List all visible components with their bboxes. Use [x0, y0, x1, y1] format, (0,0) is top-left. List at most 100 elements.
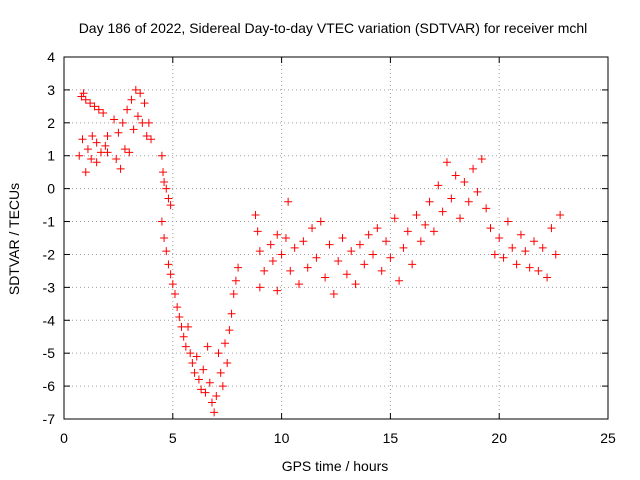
- data-point-0-121: [416, 237, 425, 246]
- data-point-0-150: [543, 273, 552, 282]
- data-point-0-94: [299, 237, 308, 246]
- data-point-0-20: [112, 155, 121, 164]
- data-point-0-133: [469, 164, 478, 173]
- data-point-0-23: [118, 118, 127, 127]
- data-point-0-5: [81, 95, 90, 104]
- data-point-0-31: [136, 89, 145, 98]
- data-point-0-64: [203, 342, 212, 351]
- data-point-0-68: [212, 391, 221, 400]
- data-point-0-139: [495, 234, 504, 242]
- data-point-0-137: [486, 224, 495, 233]
- data-point-0-93: [295, 280, 304, 289]
- x-tick-label-1: 5: [169, 430, 177, 446]
- y-tick-label-11: -7: [43, 411, 56, 427]
- data-point-0-48: [168, 280, 177, 289]
- data-point-0-36: [147, 135, 156, 144]
- data-point-0-148: [534, 266, 543, 275]
- x-tick-labels: 0 5 10 15 20 25: [60, 430, 616, 446]
- data-point-0-58: [190, 368, 199, 377]
- data-point-0-21: [114, 128, 123, 137]
- data-point-0-126: [438, 207, 447, 216]
- x-tick-label-0: 0: [60, 430, 68, 446]
- data-point-0-143: [512, 260, 521, 269]
- data-point-0-63: [201, 388, 210, 397]
- data-point-0-42: [166, 201, 175, 210]
- data-point-0-109: [364, 230, 373, 239]
- data-point-0-59: [192, 352, 201, 361]
- data-point-0-87: [273, 286, 282, 295]
- data-point-0-123: [425, 197, 434, 206]
- data-point-0-116: [395, 276, 404, 285]
- data-points: [75, 85, 565, 417]
- data-point-0-131: [460, 178, 469, 187]
- data-point-0-115: [390, 214, 399, 223]
- data-point-0-135: [477, 155, 486, 164]
- data-point-0-51: [175, 312, 184, 321]
- data-point-0-142: [508, 243, 517, 252]
- axis-ticks: [63, 56, 609, 420]
- data-point-0-22: [116, 164, 125, 173]
- data-point-0-27: [127, 95, 136, 104]
- data-point-0-98: [316, 217, 325, 226]
- data-point-0-33: [140, 99, 149, 108]
- data-point-0-55: [184, 322, 193, 331]
- data-point-0-25: [123, 105, 132, 114]
- data-point-0-107: [355, 240, 364, 249]
- data-point-0-136: [482, 204, 491, 213]
- data-point-0-113: [382, 237, 391, 246]
- data-point-0-141: [503, 217, 512, 226]
- x-axis-label: GPS time / hours: [282, 458, 389, 474]
- data-point-0-132: [464, 197, 473, 206]
- data-point-0-75: [227, 309, 236, 318]
- data-point-0-41: [164, 194, 173, 203]
- data-point-0-144: [516, 230, 525, 239]
- x-tick-label-4: 20: [491, 430, 507, 446]
- data-point-0-129: [451, 171, 460, 180]
- data-point-0-62: [199, 365, 208, 374]
- data-point-0-140: [499, 253, 508, 262]
- data-point-0-128: [447, 194, 456, 203]
- data-point-0-108: [360, 260, 369, 269]
- data-point-0-19: [110, 115, 119, 124]
- data-point-0-3: [79, 89, 88, 98]
- y-tick-labels: 4 3 2 1 0 -1 -2 -3 -4 -5 -6 -7: [43, 49, 56, 427]
- data-point-0-76: [229, 289, 238, 298]
- data-point-0-77: [231, 276, 240, 285]
- data-point-0-120: [412, 210, 421, 219]
- data-point-0-91: [286, 266, 295, 275]
- data-point-0-125: [434, 181, 443, 190]
- data-point-0-124: [429, 227, 438, 236]
- data-point-0-7: [86, 99, 95, 108]
- data-point-0-49: [170, 289, 179, 298]
- y-tick-label-9: -5: [43, 345, 56, 361]
- y-tick-label-5: -1: [43, 214, 56, 230]
- data-point-0-95: [303, 263, 312, 272]
- data-point-0-106: [351, 280, 360, 289]
- data-point-0-85: [268, 257, 277, 266]
- data-point-0-56: [186, 349, 195, 358]
- data-point-0-8: [87, 155, 96, 164]
- data-point-0-45: [162, 247, 171, 256]
- data-point-0-43: [157, 217, 166, 226]
- data-point-0-4: [81, 168, 90, 177]
- data-point-0-81: [255, 247, 264, 256]
- data-point-0-147: [530, 237, 539, 246]
- data-point-0-99: [321, 273, 330, 282]
- data-point-0-78: [234, 263, 243, 272]
- data-point-0-114: [386, 253, 395, 262]
- data-point-0-86: [273, 230, 282, 239]
- data-point-0-13: [94, 105, 103, 114]
- data-point-0-26: [125, 148, 134, 157]
- data-point-0-72: [221, 339, 230, 348]
- data-point-0-79: [251, 210, 260, 219]
- data-point-0-37: [157, 151, 166, 160]
- data-point-0-11: [92, 158, 101, 167]
- data-point-0-149: [538, 243, 547, 252]
- data-point-0-89: [281, 234, 290, 242]
- y-axis-label: SDTVAR / TECUs: [6, 183, 22, 295]
- data-point-0-112: [377, 266, 386, 275]
- data-point-0-105: [347, 247, 356, 256]
- data-point-0-35: [144, 118, 153, 127]
- data-point-0-96: [308, 224, 317, 233]
- data-point-0-101: [329, 289, 338, 298]
